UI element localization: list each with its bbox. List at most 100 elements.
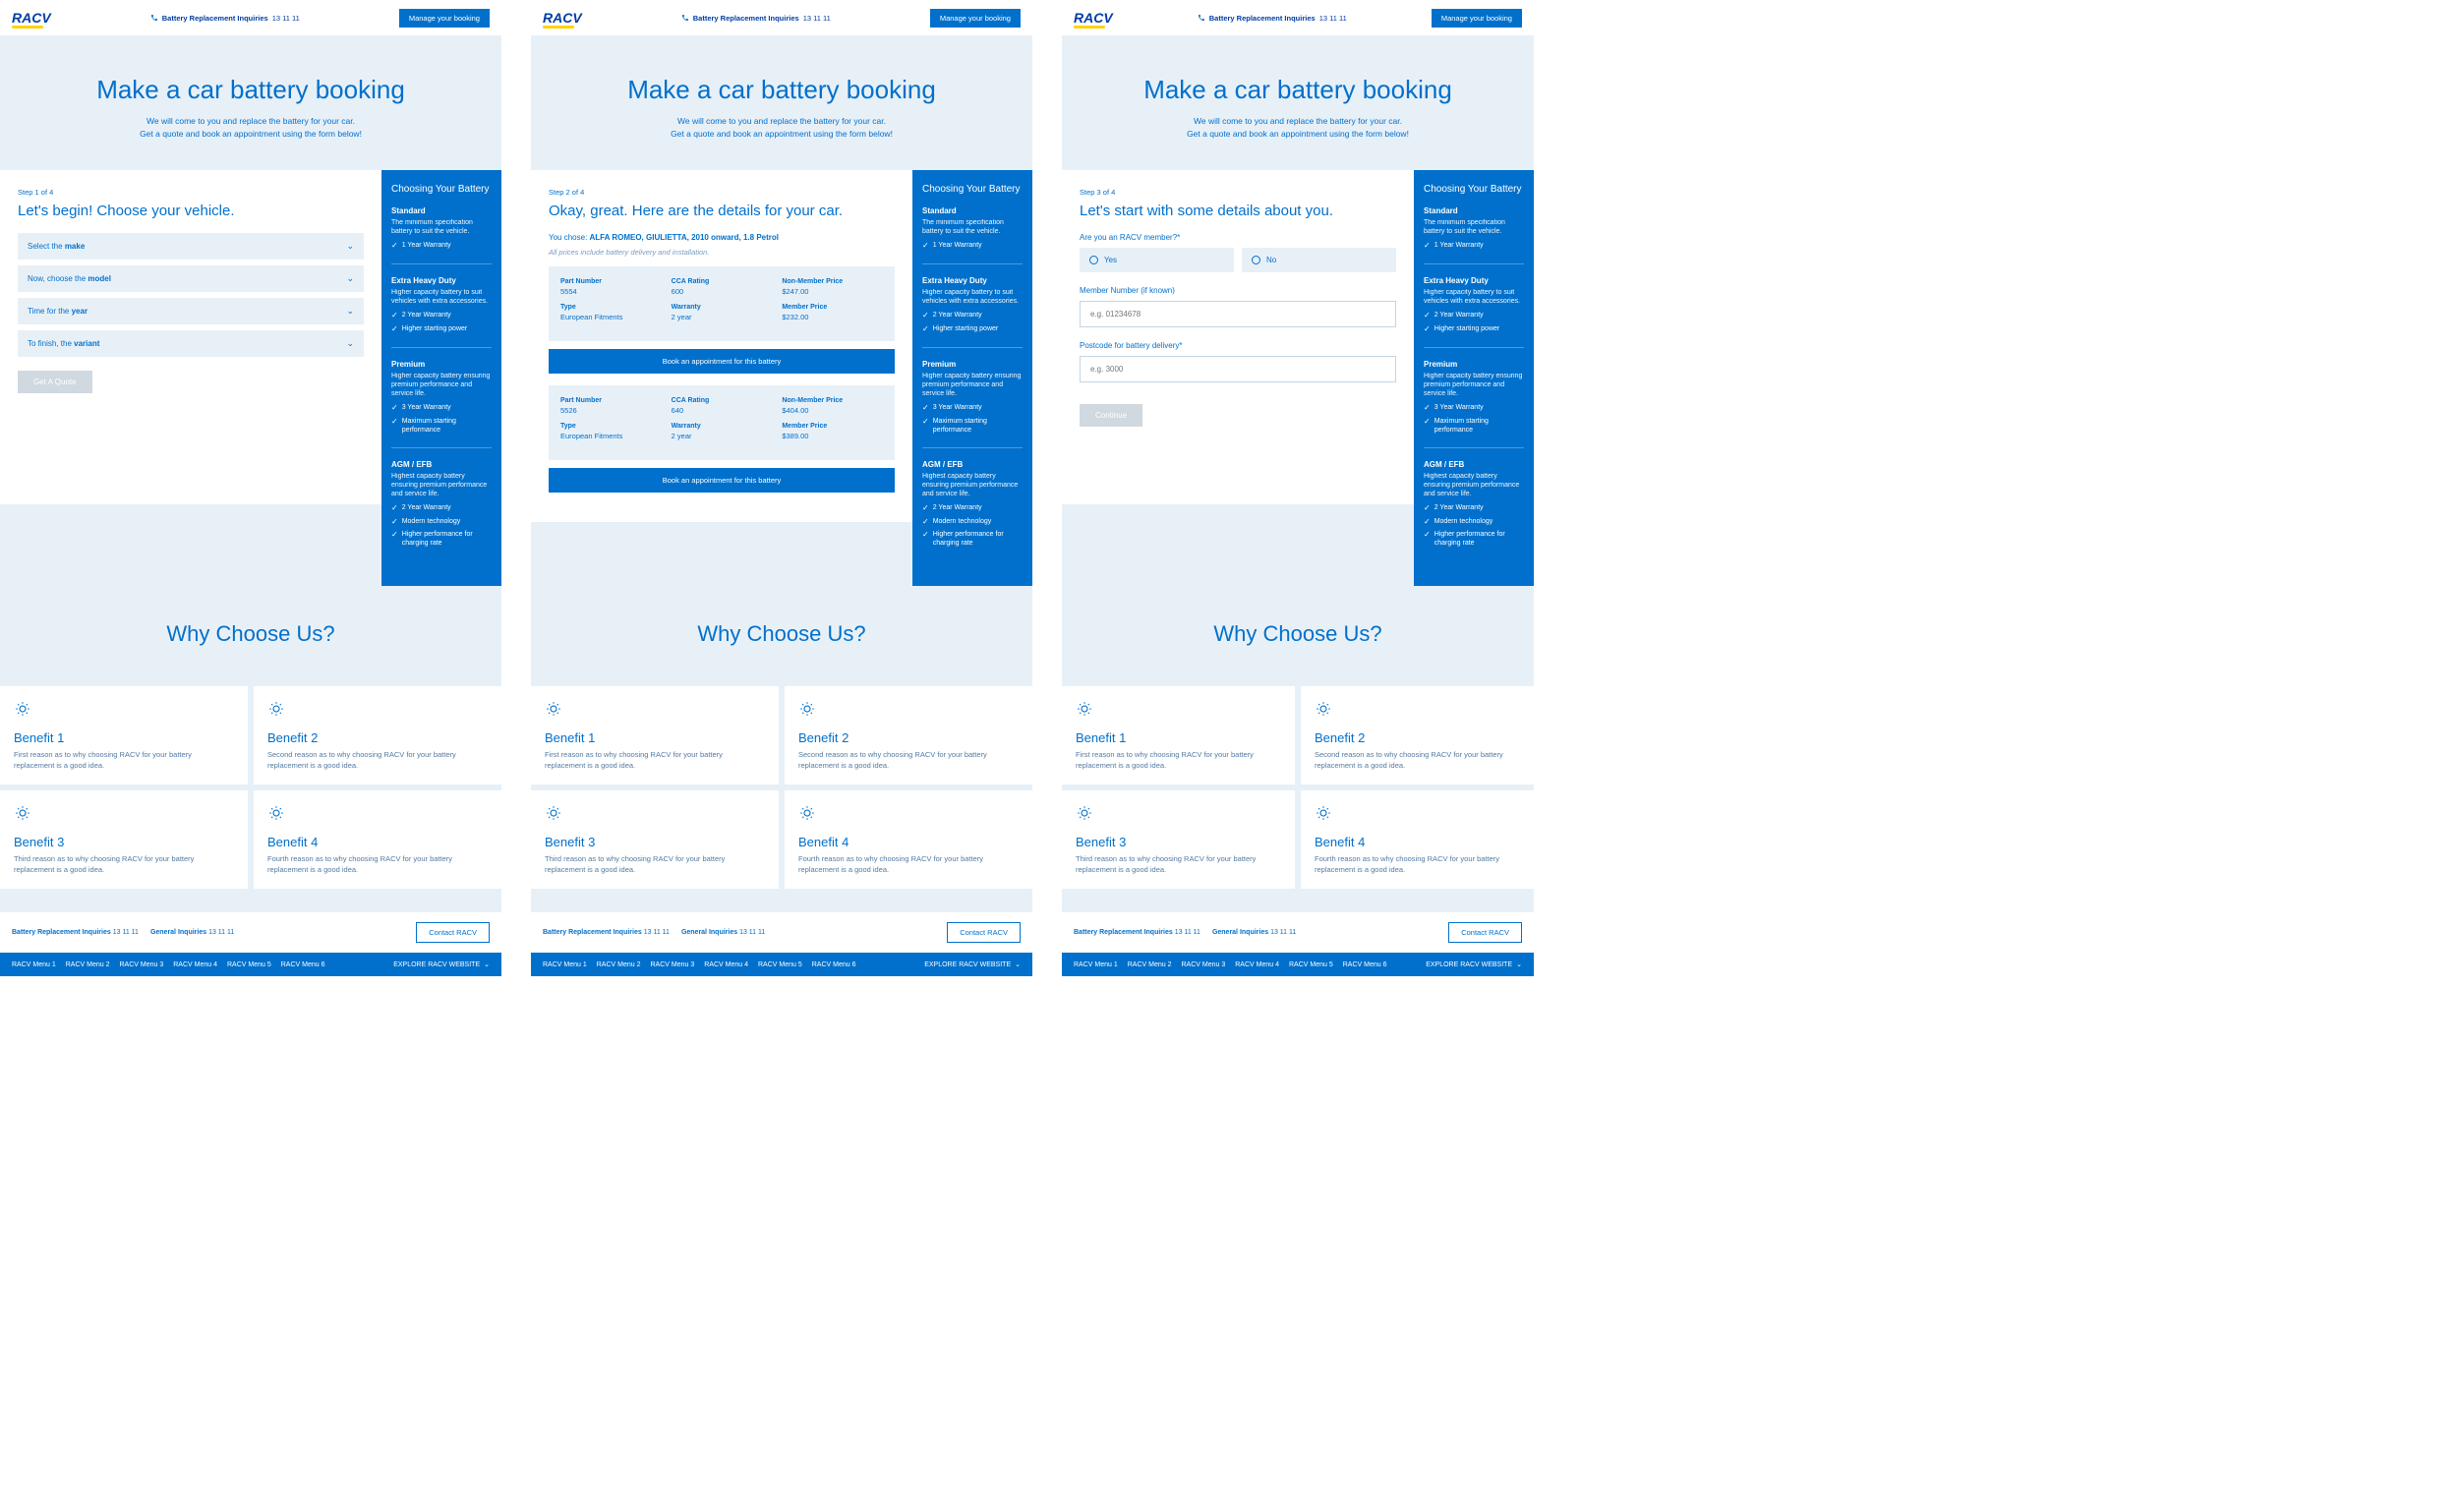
vehicle-dropdown[interactable]: Time for the year⌄ (18, 298, 364, 324)
battery-tier: AGM / EFB Highest capacity battery ensur… (1424, 460, 1524, 560)
radio-icon (1089, 256, 1098, 264)
chevron-down-icon: ⌄ (346, 306, 354, 317)
inquiry-phone[interactable]: Battery Replacement Inquiries 13 11 11 (150, 14, 300, 23)
lightbulb-icon (267, 804, 285, 822)
book-appointment-button[interactable]: Book an appointment for this battery (549, 349, 895, 374)
explore-link[interactable]: EXPLORE RACV WEBSITE ⌄ (393, 960, 490, 968)
postcode-input[interactable] (1080, 356, 1396, 382)
hero: Make a car battery booking We will come … (1062, 35, 1534, 170)
explore-link[interactable]: EXPLORE RACV WEBSITE ⌄ (924, 960, 1021, 968)
footer-menu-link[interactable]: RACV Menu 4 (704, 961, 748, 968)
benefit-card: Benefit 1First reason as to why choosing… (0, 686, 248, 785)
tier-description: The minimum specification battery to sui… (1424, 218, 1524, 236)
benefit-description: Second reason as to why choosing RACV fo… (798, 750, 1019, 771)
battery-tier: Premium Higher capacity battery ensuring… (922, 360, 1023, 448)
footer-nav: RACV Menu 1 RACV Menu 2 RACV Menu 3 RACV Me… (0, 953, 501, 976)
tier-feature: Maximum starting performance (1424, 417, 1524, 435)
lightbulb-icon (14, 804, 31, 822)
step-title: Okay, great. Here are the details for yo… (549, 203, 895, 219)
value-part-number: 5554 (560, 287, 662, 296)
footer-menu-link[interactable]: RACV Menu 3 (120, 961, 164, 968)
benefit-card: Benefit 1First reason as to why choosing… (1062, 686, 1295, 785)
footer-menu-link[interactable]: RACV Menu 2 (597, 961, 641, 968)
tier-name: Standard (922, 206, 1023, 215)
chevron-down-icon: ⌄ (346, 241, 354, 252)
label-part-number: Part Number (560, 278, 662, 285)
member-number-input[interactable] (1080, 301, 1396, 327)
contact-button[interactable]: Contact RACV (416, 922, 490, 943)
label-nonmember-price: Non-Member Price (782, 397, 883, 404)
ftr-ph2: 13 11 11 (1270, 929, 1296, 936)
benefit-title: Benefit 1 (545, 730, 765, 745)
manage-booking-button[interactable]: Manage your booking (1432, 9, 1522, 28)
tier-name: Standard (391, 206, 492, 215)
book-appointment-button[interactable]: Book an appointment for this battery (549, 468, 895, 493)
radio-yes[interactable]: Yes (1080, 248, 1234, 272)
footer-menu-link[interactable]: RACV Menu 5 (1289, 961, 1333, 968)
hero-line2: Get a quote and book an appointment usin… (1082, 128, 1514, 141)
tier-feature: Higher performance for charging rate (1424, 530, 1524, 548)
lightbulb-icon (1315, 700, 1332, 718)
ftr-ph2: 13 11 11 (208, 929, 234, 936)
footer-contact: Battery Replacement Inquiries 13 11 11 G… (0, 912, 501, 953)
tier-description: Higher capacity battery to suit vehicles… (1424, 288, 1524, 306)
vehicle-dropdown[interactable]: Now, choose the model⌄ (18, 265, 364, 292)
tier-feature: 2 Year Warranty (1424, 503, 1524, 513)
contact-button[interactable]: Contact RACV (1448, 922, 1522, 943)
footer-menu-link[interactable]: RACV Menu 1 (543, 961, 587, 968)
footer-menu-link[interactable]: RACV Menu 5 (227, 961, 271, 968)
battery-tier: Extra Heavy Duty Higher capacity battery… (391, 276, 492, 348)
footer-menu-link[interactable]: RACV Menu 3 (651, 961, 695, 968)
vehicle-dropdown[interactable]: To finish, the variant⌄ (18, 330, 364, 357)
explore-label: EXPLORE RACV WEBSITE (924, 961, 1011, 968)
benefit-description: Fourth reason as to why choosing RACV fo… (267, 854, 488, 875)
footer-menu-link[interactable]: RACV Menu 4 (1235, 961, 1279, 968)
benefits-grid: Benefit 1First reason as to why choosing… (0, 686, 501, 912)
label-part-number: Part Number (560, 397, 662, 404)
manage-booking-button[interactable]: Manage your booking (930, 9, 1021, 28)
explore-link[interactable]: EXPLORE RACV WEBSITE ⌄ (1426, 960, 1522, 968)
manage-booking-button[interactable]: Manage your booking (399, 9, 490, 28)
benefit-card: Benefit 1First reason as to why choosing… (531, 686, 779, 785)
inquiry-phone[interactable]: Battery Replacement Inquiries 13 11 11 (1198, 14, 1347, 23)
step-label: Step 1 of 4 (18, 188, 364, 197)
footer-menu-link[interactable]: RACV Menu 6 (281, 961, 325, 968)
benefit-card: Benefit 2Second reason as to why choosin… (254, 686, 501, 785)
footer-menu-link[interactable]: RACV Menu 6 (1343, 961, 1387, 968)
content-row: Step 2 of 4 Okay, great. Here are the de… (531, 170, 1032, 587)
footer-menu-link[interactable]: RACV Menu 2 (1128, 961, 1172, 968)
tier-feature: 3 Year Warranty (391, 403, 492, 413)
lightbulb-icon (545, 804, 562, 822)
tier-name: AGM / EFB (391, 460, 492, 469)
footer-menu-link[interactable]: RACV Menu 1 (1074, 961, 1118, 968)
footer-menu-link[interactable]: RACV Menu 3 (1182, 961, 1226, 968)
benefit-description: First reason as to why choosing RACV for… (14, 750, 234, 771)
get-quote-button[interactable]: Get A Quote (18, 371, 92, 393)
continue-button[interactable]: Continue (1080, 404, 1142, 427)
tier-description: Higher capacity battery ensuring premium… (1424, 372, 1524, 398)
inquiry-phone[interactable]: Battery Replacement Inquiries 13 11 11 (681, 14, 831, 23)
footer-menu-link[interactable]: RACV Menu 5 (758, 961, 802, 968)
step-title: Let's begin! Choose your vehicle. (18, 203, 364, 219)
step-label: Step 3 of 4 (1080, 188, 1396, 197)
chevron-down-icon: ⌄ (346, 273, 354, 284)
content-row: Step 1 of 4 Let's begin! Choose your veh… (0, 170, 501, 587)
footer-contact: Battery Replacement Inquiries 13 11 11 G… (531, 912, 1032, 953)
details-card: Step 3 of 4 Let's start with some detail… (1062, 170, 1414, 504)
tier-description: Higher capacity battery to suit vehicles… (391, 288, 492, 306)
footer-menu-link[interactable]: RACV Menu 6 (812, 961, 856, 968)
tier-feature: 1 Year Warranty (1424, 241, 1524, 251)
benefit-title: Benefit 1 (1076, 730, 1281, 745)
footer-menu-link[interactable]: RACV Menu 1 (12, 961, 56, 968)
tier-feature: 1 Year Warranty (391, 241, 492, 251)
member-radio-group: Yes No (1080, 248, 1396, 272)
logo: RACV (543, 10, 582, 26)
footer-menu-link[interactable]: RACV Menu 2 (66, 961, 110, 968)
contact-button[interactable]: Contact RACV (947, 922, 1021, 943)
footer-menu-link[interactable]: RACV Menu 4 (173, 961, 217, 968)
phone-icon (150, 14, 158, 22)
radio-no[interactable]: No (1242, 248, 1396, 272)
ftr-inq2: General Inquiries (1212, 929, 1268, 936)
vehicle-dropdown[interactable]: Select the make⌄ (18, 233, 364, 260)
tier-feature: 2 Year Warranty (391, 503, 492, 513)
